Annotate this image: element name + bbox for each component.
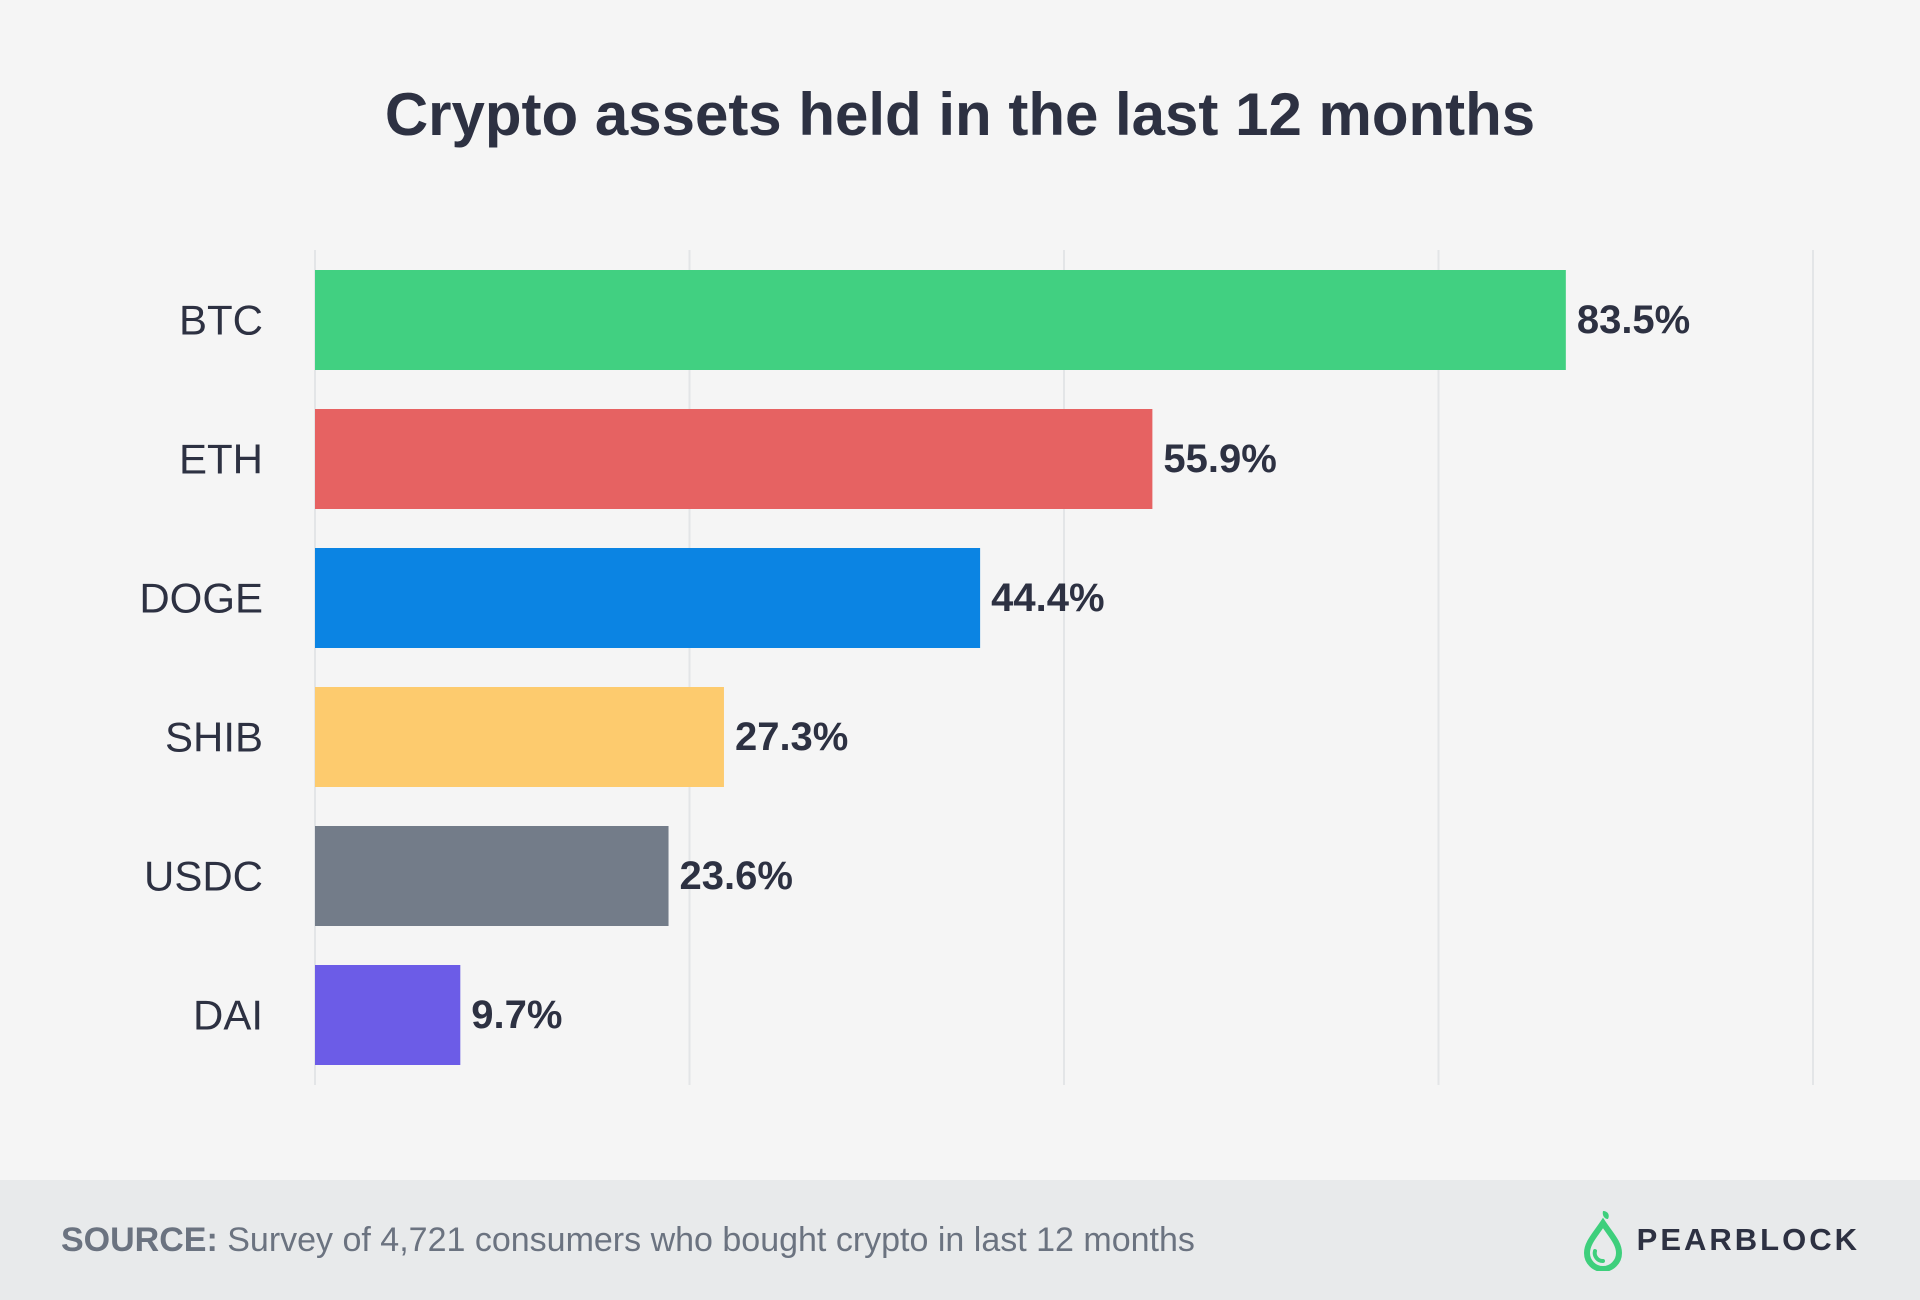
source-text: Survey of 4,721 consumers who bought cry… bbox=[217, 1221, 1195, 1259]
category-label: DAI bbox=[193, 992, 263, 1039]
data-label: 44.4% bbox=[991, 576, 1104, 620]
data-label: 9.7% bbox=[471, 993, 562, 1037]
chart-title: Crypto assets held in the last 12 months bbox=[384, 81, 1536, 148]
category-label: BTC bbox=[179, 297, 263, 344]
source-label: SOURCE: bbox=[61, 1221, 218, 1259]
pear-drop-icon bbox=[1583, 1211, 1622, 1271]
bar-dai bbox=[315, 965, 461, 1065]
bar-usdc bbox=[315, 826, 669, 926]
source-note: SOURCE: Survey of 4,721 consumers who bo… bbox=[61, 1180, 1195, 1300]
category-label: ETH bbox=[179, 436, 263, 483]
brand-logo: PEARBLOCK bbox=[1583, 1180, 1860, 1300]
bar-eth bbox=[315, 409, 1153, 509]
bar-doge bbox=[315, 548, 981, 648]
data-label: 23.6% bbox=[680, 854, 793, 898]
category-label: SHIB bbox=[165, 714, 263, 761]
category-label: USDC bbox=[144, 853, 263, 900]
bar-chart: BTC 83.5% ETH 55.9% DOGE 44.4% SHIB 27.3% USDC 23… bbox=[139, 250, 1814, 1085]
data-label: 27.3% bbox=[735, 715, 848, 759]
bar-shib bbox=[315, 687, 724, 787]
bar-btc bbox=[315, 270, 1566, 370]
category-label: DOGE bbox=[139, 575, 263, 622]
brand-name: PEARBLOCK bbox=[1636, 1222, 1860, 1257]
data-label: 55.9% bbox=[1163, 437, 1276, 481]
data-label: 83.5% bbox=[1577, 298, 1690, 342]
footer: SOURCE: Survey of 4,721 consumers who bo… bbox=[0, 1180, 1920, 1300]
